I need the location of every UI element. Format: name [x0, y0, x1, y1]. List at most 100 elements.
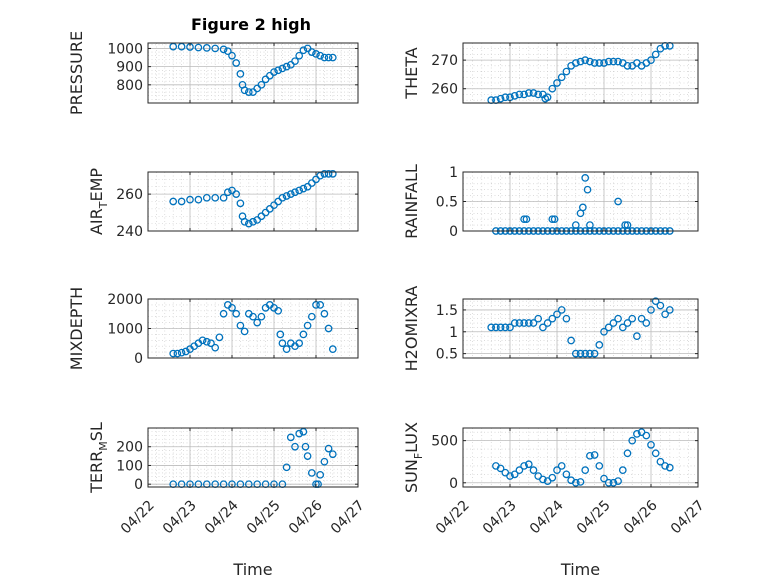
data-point — [633, 332, 641, 340]
data-point — [487, 323, 496, 332]
data-point — [609, 319, 618, 327]
y-axis-label-main: H2OMIXRA — [402, 286, 421, 372]
x-axis-label: Time — [560, 560, 600, 579]
data-point — [236, 70, 245, 78]
y-axis-label-main: PRESSURE — [67, 31, 86, 115]
y-tick-label: 0 — [134, 477, 143, 493]
data-point — [177, 348, 186, 357]
data-point — [590, 59, 599, 67]
data-point — [562, 314, 571, 323]
data-point — [562, 470, 571, 479]
data-point — [173, 349, 182, 358]
y-tick-label: 240 — [116, 224, 143, 240]
y-tick-label: 800 — [116, 78, 143, 94]
data-point — [286, 190, 295, 198]
data-point — [181, 347, 190, 356]
data-point — [316, 51, 325, 60]
y-tick-label: 1 — [449, 165, 458, 181]
data-point — [320, 53, 329, 62]
y-axis-label-main: THETA — [402, 47, 421, 99]
data-point — [324, 169, 333, 178]
series-markers — [487, 42, 674, 104]
y-tick-label: 260 — [431, 82, 458, 98]
data-point — [249, 312, 257, 321]
data-point — [595, 462, 604, 470]
data-point — [232, 309, 241, 318]
data-point — [529, 89, 538, 97]
figure-title: Figure 2 high — [191, 15, 311, 34]
data-point — [628, 436, 637, 445]
data-point — [501, 93, 510, 102]
data-point — [618, 466, 627, 474]
data-point — [529, 466, 538, 474]
panel-pressure: 800 900 1000 PRESSURE — [67, 31, 359, 115]
data-point — [492, 323, 500, 332]
data-point — [600, 474, 608, 483]
data-point — [576, 478, 585, 486]
data-point — [299, 46, 308, 55]
x-tick-label: 04/26 — [621, 497, 661, 537]
data-point — [202, 44, 211, 52]
data-point — [301, 442, 310, 451]
data-point — [274, 306, 283, 315]
data-point — [595, 341, 604, 349]
x-tick-label: 04/27 — [668, 497, 708, 537]
data-point — [223, 47, 232, 56]
minor-grid — [148, 43, 358, 104]
data-point — [520, 90, 528, 99]
data-point — [506, 323, 514, 332]
series-markers — [492, 428, 674, 487]
data-point — [661, 310, 669, 319]
data-point — [520, 319, 528, 327]
data-point — [604, 323, 613, 332]
y-axis-label: PRESSURE — [67, 31, 86, 115]
data-point — [295, 186, 304, 195]
y-tick-label: 0 — [134, 351, 143, 367]
data-point — [581, 174, 590, 182]
x-tick-label: 04/23 — [480, 497, 520, 537]
data-point — [590, 349, 599, 358]
data-point — [328, 345, 337, 353]
data-point — [604, 478, 613, 487]
data-point — [496, 94, 505, 103]
data-point — [600, 59, 608, 67]
data-point — [291, 442, 299, 451]
data-point — [642, 431, 651, 440]
axes-box — [147, 427, 359, 488]
data-point — [506, 472, 514, 480]
axes-box — [462, 427, 699, 488]
data-point — [633, 430, 641, 438]
data-point — [553, 310, 561, 319]
data-point — [276, 330, 285, 339]
data-point — [651, 50, 660, 59]
y-axis-label: AIRTEMP — [87, 168, 110, 235]
y-tick-label: 500 — [431, 434, 458, 450]
data-point — [510, 319, 519, 327]
x-tick-label: 04/25 — [574, 497, 614, 537]
data-point — [278, 64, 287, 73]
data-point — [215, 333, 224, 342]
data-point — [169, 349, 178, 358]
data-point — [614, 477, 622, 485]
x-axis-label: Time — [232, 560, 272, 579]
data-point — [240, 86, 249, 95]
data-point — [312, 50, 320, 58]
data-point — [299, 184, 308, 193]
y-tick-label: 900 — [116, 60, 143, 76]
data-point — [637, 314, 646, 323]
axes-box — [147, 171, 359, 232]
y-axis-label-rest: LUX — [402, 422, 421, 453]
data-point — [665, 463, 674, 472]
data-point — [621, 221, 630, 229]
data-point — [609, 478, 618, 487]
data-point — [586, 221, 594, 229]
data-point — [282, 463, 291, 472]
y-axis-label: TERRMSL — [87, 422, 110, 494]
data-point — [501, 323, 510, 332]
data-point — [328, 53, 337, 62]
panel-sun_flux: 0 500 04/22 04/23 04/24 04/25 04/26 04/27 Time SU… — [402, 422, 708, 579]
data-point — [278, 339, 287, 348]
data-point — [651, 297, 660, 306]
